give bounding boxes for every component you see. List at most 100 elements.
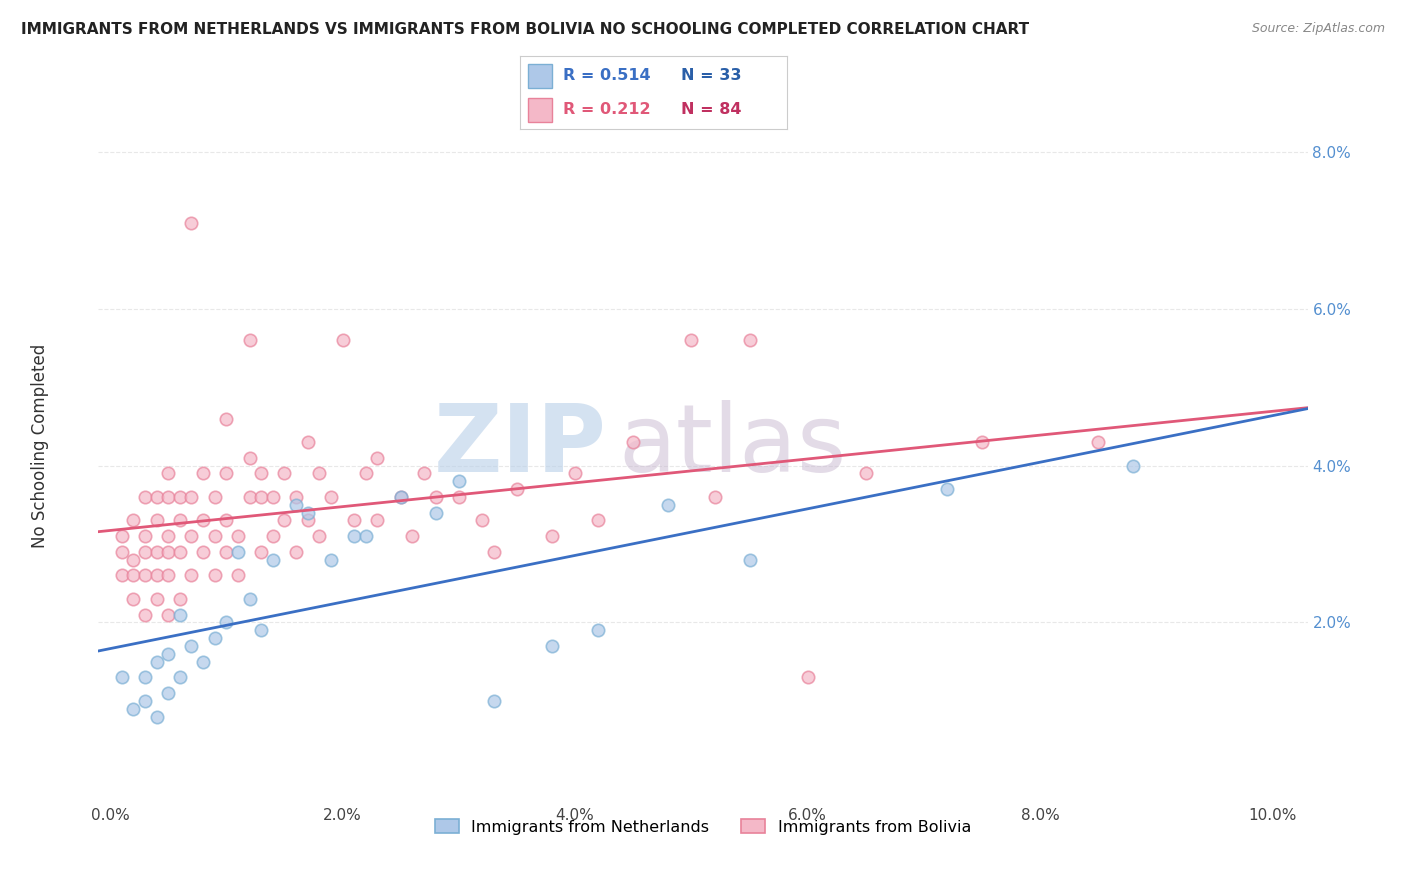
Point — [215, 615, 238, 630]
Point — [226, 568, 249, 582]
Point — [319, 552, 342, 566]
Point — [134, 568, 156, 582]
Point — [145, 545, 167, 559]
Point — [169, 545, 191, 559]
Point — [111, 670, 134, 684]
Point — [134, 607, 156, 622]
Point — [297, 514, 319, 528]
Point — [297, 506, 319, 520]
Point — [169, 514, 191, 528]
Point — [239, 591, 262, 606]
Point — [1122, 458, 1144, 473]
Point — [1087, 435, 1109, 450]
Point — [134, 670, 156, 684]
Text: N = 33: N = 33 — [681, 69, 741, 84]
Point — [308, 467, 330, 481]
Text: Source: ZipAtlas.com: Source: ZipAtlas.com — [1251, 22, 1385, 36]
Point — [273, 467, 295, 481]
Point — [389, 490, 412, 504]
Text: N = 84: N = 84 — [681, 102, 741, 117]
Point — [354, 529, 377, 543]
Point — [343, 529, 366, 543]
Point — [970, 435, 993, 450]
Point — [250, 624, 273, 638]
Point — [215, 545, 238, 559]
Point — [134, 545, 156, 559]
Point — [204, 631, 226, 645]
Point — [191, 545, 214, 559]
Point — [157, 467, 180, 481]
Point — [145, 709, 167, 723]
Point — [145, 514, 167, 528]
Text: atlas: atlas — [619, 400, 846, 492]
Point — [657, 498, 679, 512]
Point — [122, 514, 145, 528]
Point — [447, 490, 470, 504]
Point — [145, 655, 167, 669]
Point — [169, 490, 191, 504]
Point — [122, 568, 145, 582]
Text: R = 0.212: R = 0.212 — [562, 102, 651, 117]
Point — [366, 450, 388, 465]
Point — [703, 490, 725, 504]
Point — [540, 639, 562, 653]
Point — [169, 607, 191, 622]
Point — [169, 670, 191, 684]
Point — [122, 552, 145, 566]
Point — [285, 545, 308, 559]
Point — [111, 529, 134, 543]
Point — [239, 490, 262, 504]
Text: IMMIGRANTS FROM NETHERLANDS VS IMMIGRANTS FROM BOLIVIA NO SCHOOLING COMPLETED CO: IMMIGRANTS FROM NETHERLANDS VS IMMIGRANT… — [21, 22, 1029, 37]
Point — [564, 467, 586, 481]
Point — [936, 482, 959, 496]
FancyBboxPatch shape — [529, 63, 553, 87]
Point — [471, 514, 494, 528]
Point — [262, 490, 284, 504]
Point — [855, 467, 877, 481]
Point — [191, 655, 214, 669]
Point — [215, 467, 238, 481]
Point — [157, 607, 180, 622]
Point — [621, 435, 644, 450]
Point — [343, 514, 366, 528]
Point — [122, 591, 145, 606]
Point — [122, 702, 145, 716]
Point — [239, 450, 262, 465]
Point — [447, 475, 470, 489]
Point — [180, 529, 202, 543]
Point — [180, 215, 202, 229]
Point — [250, 490, 273, 504]
Point — [180, 490, 202, 504]
Point — [482, 545, 505, 559]
Point — [226, 529, 249, 543]
Point — [285, 498, 308, 512]
Point — [191, 467, 214, 481]
Point — [204, 529, 226, 543]
Point — [145, 490, 167, 504]
Point — [180, 568, 202, 582]
Point — [191, 514, 214, 528]
Point — [308, 529, 330, 543]
Point — [180, 639, 202, 653]
Point — [169, 591, 191, 606]
Point — [111, 545, 134, 559]
Point — [215, 411, 238, 425]
Point — [389, 490, 412, 504]
Point — [134, 694, 156, 708]
Point — [204, 490, 226, 504]
Point — [157, 568, 180, 582]
Point — [401, 529, 423, 543]
Point — [482, 694, 505, 708]
Point — [134, 490, 156, 504]
Point — [111, 568, 134, 582]
Point — [239, 333, 262, 347]
Point — [273, 514, 295, 528]
Point — [413, 467, 436, 481]
Point — [145, 591, 167, 606]
Point — [738, 552, 761, 566]
Point — [134, 529, 156, 543]
Point — [262, 552, 284, 566]
Point — [506, 482, 529, 496]
Point — [262, 529, 284, 543]
Point — [297, 435, 319, 450]
